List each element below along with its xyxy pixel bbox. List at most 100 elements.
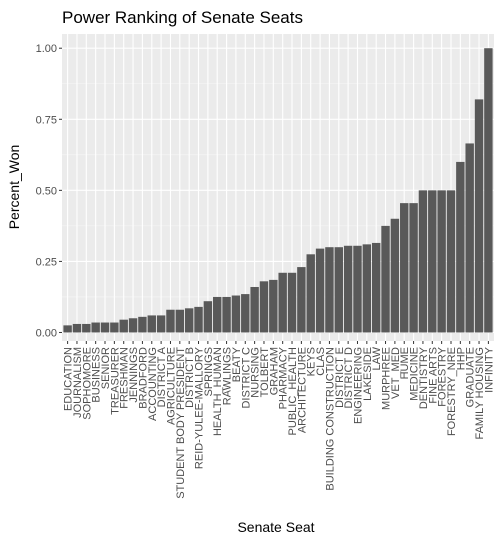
x-tick-label: JENNINGS [128,347,140,403]
bar [110,322,119,333]
bar [241,294,250,333]
bar [147,315,156,333]
x-tick-label: NURSING [250,347,262,398]
bar [437,190,446,333]
x-tick-label: ENGINEERING [352,347,364,424]
bar [250,286,259,333]
x-tick-label: PHARMACY [278,346,290,409]
bar [418,190,428,333]
x-tick-label: HEALTH_HUMAN [212,347,224,436]
x-tick-label: BUILDING CONSTRUCTION [324,347,336,491]
x-tick-label: TREASURER [109,347,121,415]
x-axis: EDUCATIONJOURNALISMSOPHOMOREBUSINESSSENI… [63,341,495,499]
bar [343,245,353,333]
x-tick-label: ARCHITECTURE [296,347,308,433]
bar [231,295,241,333]
bar [63,325,72,333]
y-axis-title: Percent_Won [6,145,22,230]
bar [325,247,334,333]
bar [390,218,400,333]
x-tick-label: INFINITY [483,346,495,392]
y-tick-label: 0.50 [36,185,57,197]
x-tick-label: ACCOUNTING [147,347,159,421]
bar [409,203,418,333]
x-tick-label: MURPHREE [381,347,393,410]
x-tick-label: SPRINGS [203,347,215,397]
x-tick-label: KEYS [306,347,318,376]
x-tick-label: PUBLIC_HEALTH [287,347,299,435]
bar [456,161,465,333]
x-tick-label: FINE ARTS [427,347,439,404]
bar [128,318,138,333]
bar [72,323,82,333]
x-tick-label: REID-YULEE-MALLORY [194,346,206,469]
bar [91,322,100,333]
x-tick-label: LAKESIDE [362,347,374,401]
x-tick-label: CLAS [315,347,327,376]
x-tick-label: BEATY [231,346,243,382]
bar [259,281,269,333]
x-tick-label: VET_MED [390,347,402,399]
bar [166,309,175,333]
bar [100,322,110,333]
x-tick-label: MEDICINE [409,347,421,401]
x-tick-label: SENIOR [100,347,112,389]
x-tick-label: DISTRICT B [184,347,196,408]
x-tick-label: GRAHAM [268,347,280,395]
bar [194,306,203,333]
x-tick-label: DENTISTRY [418,346,430,409]
bar [428,190,437,333]
bar [334,247,343,333]
x-tick-label: LAW [371,346,383,370]
bar [138,316,147,333]
x-tick-label: DISTRICT D [343,347,355,409]
bar [287,272,297,333]
bar [484,48,493,333]
x-tick-label: FAMILY HOUSING [474,347,486,440]
x-tick-label: EDUCATION [63,347,75,411]
y-axis: 0.00 0.25 0.50 0.75 1.00 [36,43,62,339]
x-tick-label: BUSINESS [91,347,103,403]
bar [474,99,484,333]
x-tick-label: FORESTRY [437,346,449,406]
x-tick-label: SOPHOMORE [81,347,93,420]
bar [400,203,409,333]
bars [63,48,493,333]
bar [315,248,325,333]
bar [203,301,213,333]
bar [446,190,456,333]
bar [184,308,194,333]
bar [175,309,185,333]
bar [269,279,278,333]
chart-title: Power Ranking of Senate Seats [62,8,303,27]
x-tick-label: HUME [399,347,411,379]
x-tick-label: GRADUATE [465,347,477,407]
x-tick-label: AGRICULTURE [165,347,177,425]
bar [156,315,166,333]
y-tick-label: 0.00 [36,327,57,339]
x-tick-label: DISTRICT E [334,347,346,408]
x-tick-label: DISTRICT A [156,346,168,407]
bar [297,267,306,333]
bar [306,254,315,333]
bar [371,242,381,333]
x-tick-label: STUDENT BODY PRESIDENT [175,347,187,499]
bar [82,323,91,333]
bar [362,244,372,333]
bar [213,296,222,333]
bar [381,225,390,333]
bar [222,296,231,333]
x-tick-label: FORESTRY_NRE [446,347,458,436]
x-tick-label: DISTRICT C [240,347,252,409]
y-tick-label: 1.00 [36,43,57,55]
x-tick-label: JOURNALISM [72,347,84,418]
y-tick-label: 0.75 [36,114,57,126]
bar [353,245,362,333]
x-tick-label: FRESHMAN [119,347,131,409]
bar [119,319,128,333]
x-tick-label: HHP [455,347,467,370]
x-tick-label: TOLBERT [259,347,271,398]
x-tick-label: RAWLINGS [222,347,234,405]
x-axis-title: Senate Seat [237,519,314,535]
